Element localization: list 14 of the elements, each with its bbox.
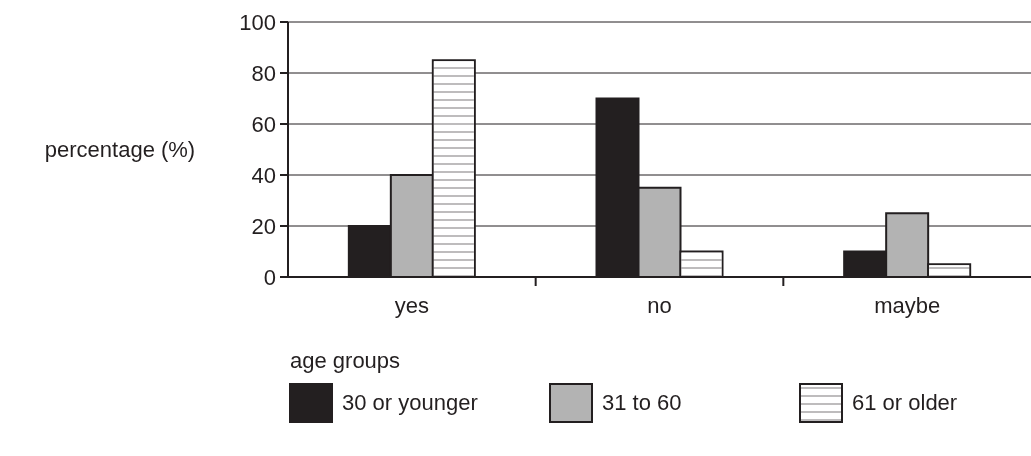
x-tick-label: maybe [874, 293, 941, 318]
legend-label: 61 or older [852, 390, 958, 415]
y-tick-label: 60 [251, 111, 276, 137]
legend-title: age groups [290, 348, 401, 373]
legend-label: 30 or younger [342, 390, 478, 415]
y-tick-label: 80 [251, 60, 276, 86]
y-axis-title: percentage (%) [44, 137, 196, 163]
x-tick-label: yes [394, 293, 429, 318]
legend-label: 31 to 60 [602, 390, 682, 415]
y-tick-label: 0 [263, 264, 276, 290]
y-tick-label: 100 [239, 9, 276, 35]
y-tick-label: 20 [251, 213, 276, 239]
y-tick-label: 40 [251, 162, 276, 188]
x-tick-label: no [647, 293, 672, 318]
